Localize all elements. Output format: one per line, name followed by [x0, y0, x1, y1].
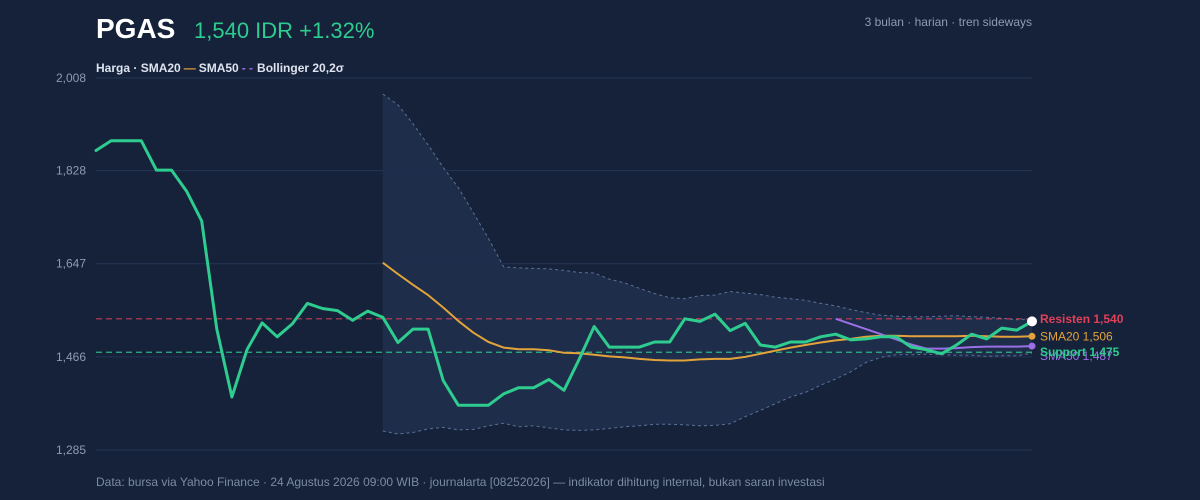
legend-sma20: SMA20: [141, 61, 181, 75]
legend-bollinger: Bollinger 20,2σ: [257, 61, 344, 75]
legend-price: Harga: [96, 61, 130, 75]
bollinger-lower-line: [382, 352, 1033, 435]
resistance-label: Resisten 1,540: [1040, 312, 1124, 326]
ticker-title: PGAS: [96, 13, 175, 44]
legend-sma50-swatch: - -: [242, 61, 253, 75]
legend-sma20-swatch: —: [184, 61, 196, 75]
period-meta: 3 bulan · harian · tren sideways: [865, 15, 1032, 29]
sma20-end-label: SMA20 1,506: [1040, 329, 1113, 343]
footer-source: Data: bursa via Yahoo Finance · 24 Agust…: [96, 475, 825, 489]
sma20-line: [382, 261, 1033, 362]
y-tick-label: 1,647: [56, 257, 86, 271]
bollinger-upper-line: [382, 93, 1033, 321]
level-lines: [96, 318, 1032, 353]
y-tick-label: 1,285: [56, 443, 86, 457]
legend-sma50: SMA50: [199, 61, 239, 75]
y-tick-label: 1,466: [56, 350, 86, 364]
price-end-marker: [1027, 316, 1037, 327]
price-change-quote: 1,540 IDR +1.32%: [194, 18, 374, 43]
y-tick-label: 2,008: [56, 71, 86, 85]
y-tick-label: 1,828: [56, 164, 86, 178]
support-label: Support 1,475: [1040, 345, 1120, 359]
price-line: [94, 139, 1034, 407]
series-lines: [94, 139, 1034, 407]
end-labels: Resisten 1,540 SMA20 1,506 SMA50 1,487Supp…: [1027, 312, 1124, 363]
legend-separator: ·: [130, 61, 141, 75]
y-axis: 2,008 1,828 1,647 1,466 1,285: [56, 71, 86, 457]
sma20-end-marker: [1028, 332, 1036, 340]
sma50-line: [835, 317, 1033, 350]
legend: Harga · SMA20— SMA50- - Bollinger 20,2σ: [96, 61, 344, 75]
sma50-end-marker: [1028, 342, 1036, 350]
sma50-end-label: SMA50 1,487: [1040, 349, 1113, 363]
